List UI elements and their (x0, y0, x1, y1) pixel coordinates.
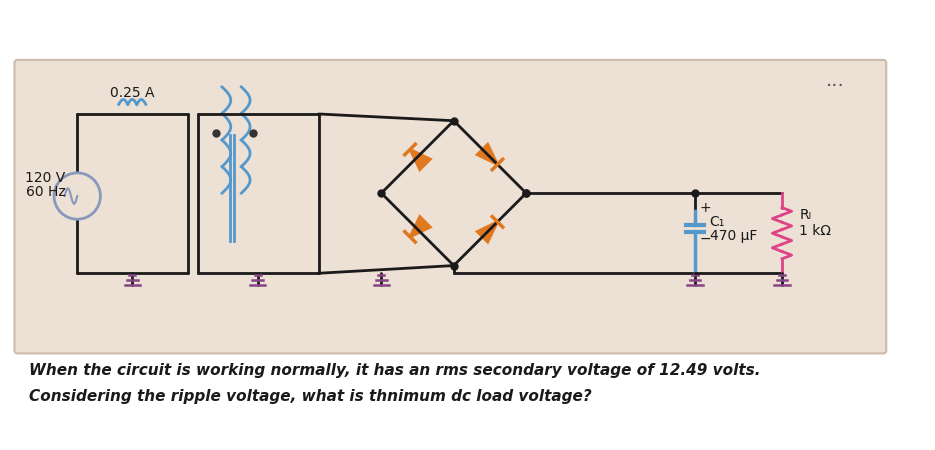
Polygon shape (410, 149, 430, 170)
Polygon shape (410, 216, 430, 237)
Text: 0.25 A: 0.25 A (110, 86, 154, 99)
Text: C₁: C₁ (710, 215, 725, 229)
Text: When the circuit is working normally, it has an rms secondary voltage of 12.49 v: When the circuit is working normally, it… (29, 363, 760, 378)
Text: 1 kΩ: 1 kΩ (799, 224, 831, 238)
FancyBboxPatch shape (14, 60, 886, 353)
Text: Considering the ripple voltage, what is thnimum dc load voltage?: Considering the ripple voltage, what is … (29, 389, 592, 404)
Polygon shape (477, 144, 497, 164)
Text: Rₗ: Rₗ (799, 207, 812, 221)
Text: 470 μF: 470 μF (710, 229, 757, 243)
Text: ...: ... (826, 71, 844, 90)
Text: −: − (700, 231, 712, 246)
Text: +: + (700, 201, 712, 215)
Polygon shape (477, 222, 497, 242)
Text: 120 V: 120 V (25, 171, 65, 184)
Text: 60 Hz: 60 Hz (25, 185, 65, 199)
